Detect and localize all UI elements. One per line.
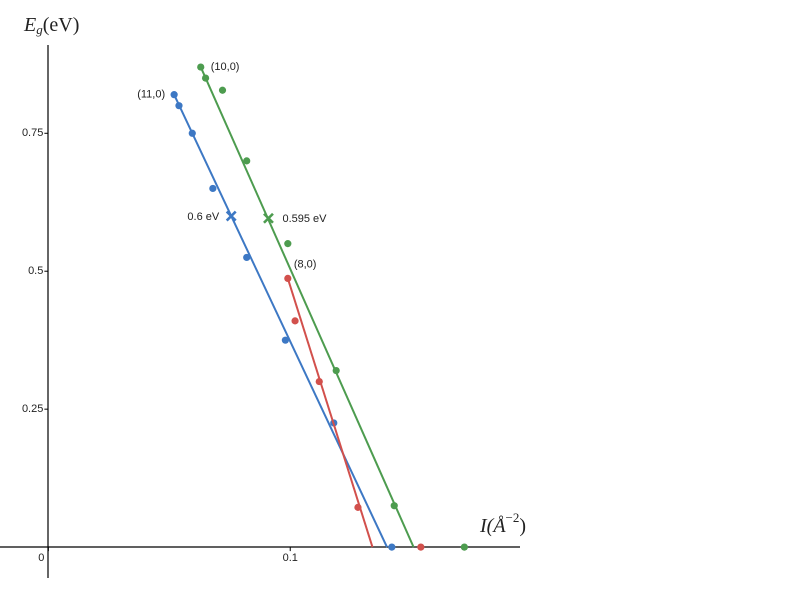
data-point xyxy=(188,129,196,137)
x-label-rest: ) xyxy=(519,515,526,537)
y-tick-label: 0.75 xyxy=(22,127,43,139)
data-point xyxy=(170,91,178,99)
data-point xyxy=(175,102,183,110)
x-axis-label: I(Å−2) xyxy=(479,510,526,537)
annotation-label: 0.6 eV xyxy=(187,211,219,223)
cross-marker xyxy=(225,210,237,222)
annotation-label: 0.595 eV xyxy=(282,213,327,225)
data-point xyxy=(460,543,468,551)
data-point xyxy=(291,317,299,325)
series-label: (8,0) xyxy=(294,258,317,270)
series-label: (11,0) xyxy=(137,89,165,101)
data-point xyxy=(388,543,396,551)
y-label-sub: g xyxy=(36,22,43,37)
data-point xyxy=(209,184,217,193)
y-tick-label: 0.25 xyxy=(22,403,43,415)
data-point xyxy=(243,157,251,165)
data-point xyxy=(354,503,362,511)
fit-line xyxy=(199,66,415,548)
data-point xyxy=(218,86,227,94)
x-label-base: I(Å xyxy=(479,515,506,537)
data-point xyxy=(284,240,292,248)
data-point xyxy=(243,253,251,262)
data-point xyxy=(284,274,292,282)
y-label-rest: (eV) xyxy=(43,14,80,36)
data-point xyxy=(281,336,289,344)
cross-marker xyxy=(263,212,274,224)
data-point xyxy=(315,377,323,386)
fit-line xyxy=(173,94,388,548)
data-point xyxy=(390,502,398,510)
x-tick-label: 0 xyxy=(38,552,44,564)
data-point xyxy=(201,74,210,82)
y-label-base: E xyxy=(23,14,36,36)
data-point xyxy=(332,366,340,375)
x-label-sup: −2 xyxy=(506,510,520,525)
y-axis-label: Eg(eV) xyxy=(23,14,79,37)
y-tick-label: 0.5 xyxy=(28,265,43,277)
x-tick-label: 0.1 xyxy=(283,552,298,564)
data-point xyxy=(417,543,425,551)
series-label: (10,0) xyxy=(211,61,240,73)
fit-line xyxy=(286,278,374,548)
data-point xyxy=(197,63,205,71)
